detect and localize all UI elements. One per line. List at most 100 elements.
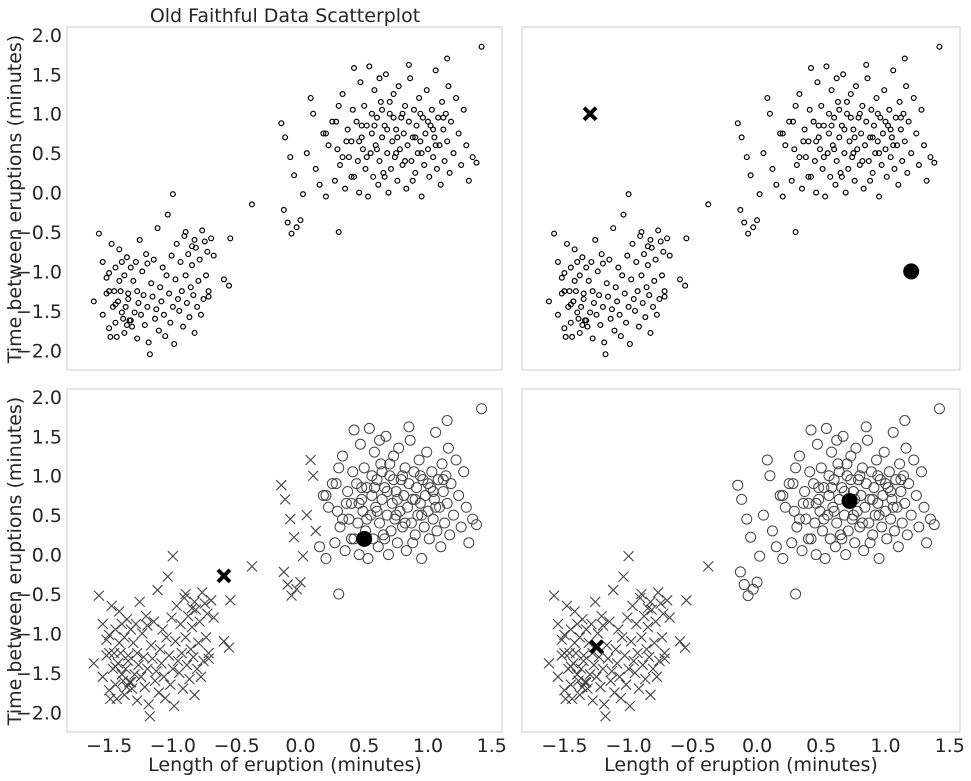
data-point-x	[297, 550, 309, 562]
data-point-x	[110, 661, 121, 672]
data-point-x	[645, 596, 656, 608]
data-point	[655, 227, 662, 234]
data-point	[384, 150, 391, 157]
data-point-circle	[817, 525, 829, 537]
data-point	[153, 306, 160, 313]
data-point-x	[301, 509, 313, 521]
data-point	[745, 230, 752, 237]
data-point	[915, 161, 922, 168]
data-point-x	[134, 596, 146, 608]
data-point-circle	[818, 513, 830, 525]
data-point-circle	[933, 403, 945, 415]
data-point-x	[106, 600, 118, 612]
data-point-circle	[374, 517, 386, 529]
data-point	[813, 138, 820, 145]
data-point	[393, 150, 400, 157]
data-point	[379, 106, 386, 113]
data-point-x	[618, 571, 629, 583]
data-point-x	[593, 651, 605, 663]
data-point	[447, 118, 454, 125]
data-point-circle	[738, 579, 750, 591]
data-point-circle	[878, 446, 890, 458]
x-tick-label: −1.0	[606, 735, 652, 757]
data-point-circle	[380, 430, 392, 442]
data-point-x	[624, 700, 636, 712]
data-point	[737, 206, 744, 213]
y-tick-label: 1.0	[32, 466, 62, 488]
data-point	[445, 83, 452, 90]
data-point	[416, 94, 423, 101]
data-point-x	[97, 618, 109, 630]
data-point-circle	[320, 489, 332, 501]
data-point	[200, 296, 207, 303]
data-point-circle	[390, 509, 402, 521]
data-point	[644, 262, 651, 269]
data-point-circle	[427, 486, 439, 498]
data-point	[172, 276, 179, 283]
data-point	[409, 177, 416, 184]
data-point	[563, 240, 570, 247]
data-point-x	[597, 620, 609, 631]
data-point	[858, 130, 865, 137]
data-point-x	[284, 513, 296, 525]
data-point	[626, 340, 633, 347]
data-point-x	[657, 608, 669, 620]
x-tick-label: −0.5	[214, 735, 260, 757]
data-point	[847, 114, 854, 121]
data-point	[656, 296, 663, 303]
data-point	[307, 94, 314, 101]
data-point	[851, 134, 858, 141]
data-point-x	[189, 596, 200, 608]
data-point-circle	[845, 474, 857, 486]
data-point-x	[648, 637, 660, 649]
data-point-circle	[892, 541, 904, 553]
data-point	[405, 61, 412, 68]
y-tick-label: −0.5	[16, 222, 62, 244]
data-point	[144, 303, 151, 310]
data-point	[643, 284, 650, 291]
data-point	[394, 177, 401, 184]
data-point	[634, 288, 641, 295]
data-point	[630, 296, 637, 303]
data-point	[683, 235, 690, 242]
data-point	[134, 288, 141, 295]
data-point-circle	[924, 513, 936, 525]
data-point-x	[592, 628, 604, 639]
data-point-circle	[405, 517, 417, 529]
data-point-circle	[439, 517, 451, 529]
data-point	[834, 98, 841, 105]
data-point-circle	[818, 482, 830, 494]
data-point-x	[576, 613, 588, 625]
data-point-x	[152, 584, 163, 596]
data-point-x	[615, 692, 627, 704]
data-point-x	[203, 653, 214, 665]
data-point	[356, 189, 363, 196]
data-point	[894, 142, 901, 149]
data-point	[779, 193, 786, 200]
data-point	[818, 102, 825, 109]
data-point-circle	[833, 466, 845, 478]
data-point	[349, 106, 356, 113]
data-point	[629, 240, 636, 247]
data-point	[599, 260, 606, 267]
data-point	[431, 134, 438, 141]
data-point-x	[651, 671, 663, 683]
data-point-circle	[774, 489, 786, 501]
data-point-circle	[450, 454, 462, 466]
data-point	[572, 288, 579, 295]
data-point	[579, 322, 586, 329]
data-point	[647, 329, 654, 336]
data-point-circle	[391, 537, 403, 549]
x-axis-label-left: Length of eruption (minutes)	[148, 754, 422, 776]
data-point	[168, 252, 175, 259]
data-point	[322, 130, 329, 137]
data-point-x	[121, 613, 133, 625]
data-point	[888, 134, 895, 141]
data-point	[343, 138, 350, 145]
data-point-x	[636, 588, 647, 600]
data-point	[99, 311, 106, 318]
data-point	[197, 311, 204, 318]
data-point-circle	[374, 434, 386, 446]
data-point-x	[552, 671, 564, 683]
data-point	[676, 276, 683, 283]
